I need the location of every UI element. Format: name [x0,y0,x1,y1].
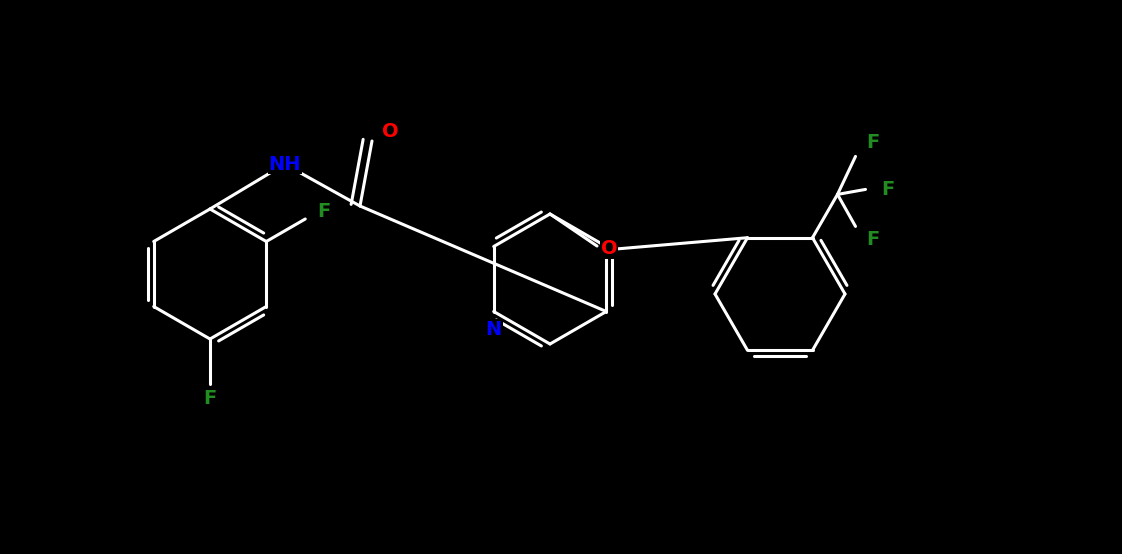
Text: O: O [381,121,398,141]
Text: F: F [881,180,894,199]
Text: F: F [203,389,217,408]
Text: N: N [486,320,502,339]
Text: F: F [866,230,880,249]
Text: NH: NH [269,155,301,173]
Text: O: O [600,239,617,259]
Text: F: F [866,133,880,152]
Text: F: F [318,202,331,221]
